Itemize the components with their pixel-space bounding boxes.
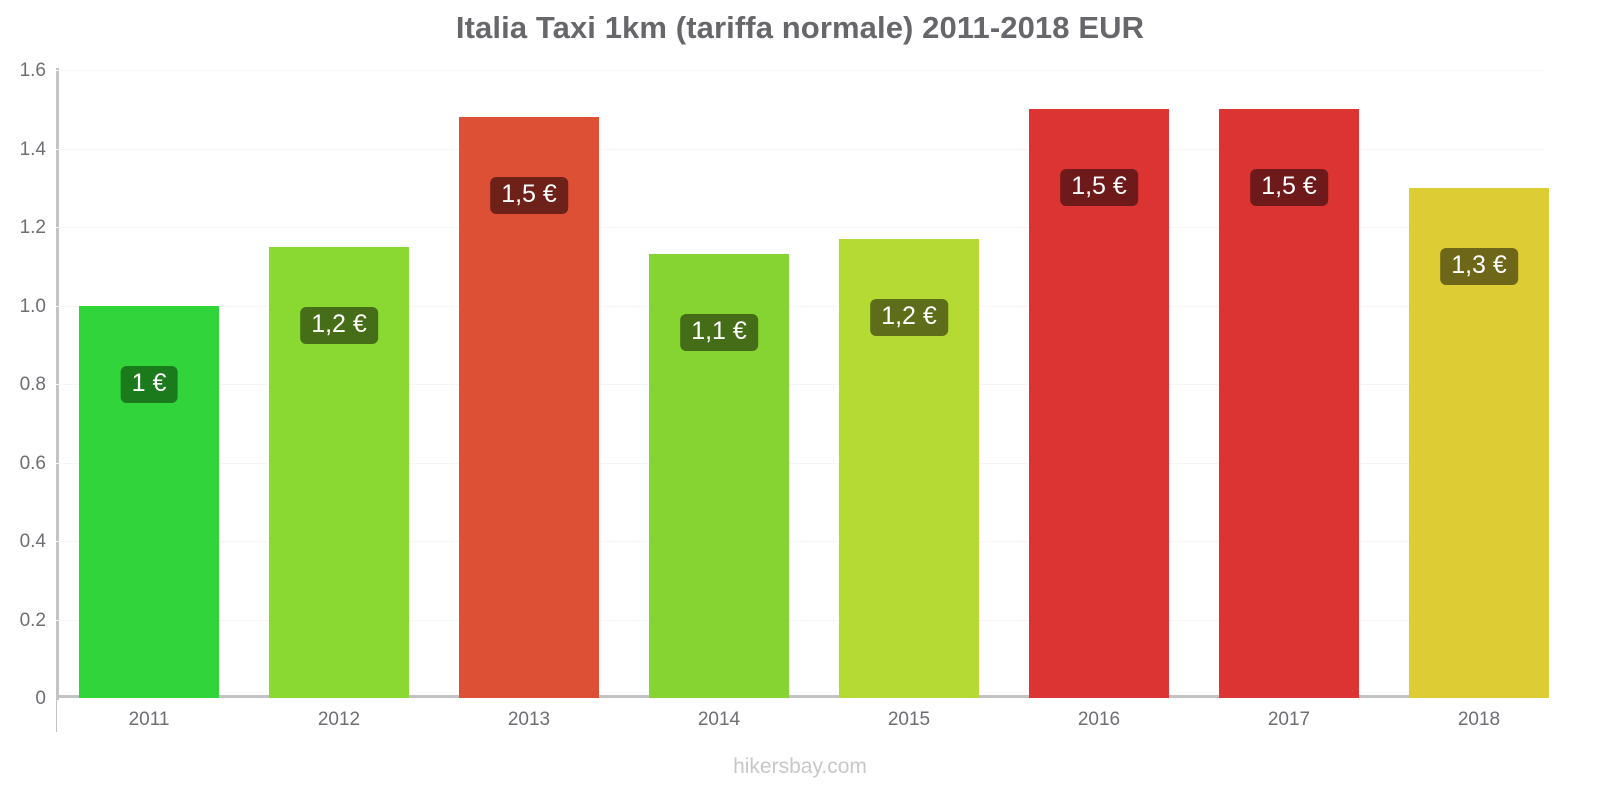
bar[interactable]: 1,1 € — [649, 254, 789, 698]
page-title: Italia Taxi 1km (tariffa normale) 2011-2… — [455, 10, 1145, 45]
gridline — [56, 462, 1544, 464]
bar[interactable]: 1,5 € — [1219, 109, 1359, 698]
bar-value-label: 1,2 € — [870, 298, 948, 336]
source-watermark: hikersbay.com — [733, 755, 867, 778]
y-axis-tick-label: 1.4 — [19, 138, 46, 160]
y-axis-tick-label: 1.6 — [19, 60, 46, 81]
bar-value-label: 1,5 € — [1250, 169, 1328, 207]
gridline — [56, 384, 1544, 385]
x-axis-tick-label: 2012 — [317, 709, 361, 730]
x-axis-tick-label: 2016 — [1077, 709, 1121, 730]
x-axis-tick-label: 2013 — [507, 709, 551, 730]
bar[interactable]: 1,2 € — [839, 238, 979, 698]
y-axis-tick-label: 1.2 — [19, 217, 46, 238]
x-axis-tick-label: 2015 — [887, 709, 931, 730]
gridline — [56, 305, 1544, 307]
gridline — [56, 541, 1544, 542]
bar-value-label: 1,1 € — [680, 314, 758, 352]
bar[interactable]: 1,5 € — [459, 117, 599, 698]
y-axis-tick-label: 0.2 — [19, 609, 46, 631]
gridline — [56, 619, 1544, 621]
bar[interactable]: 1 € — [79, 305, 219, 698]
y-axis-tick-label: 0.8 — [19, 374, 46, 395]
x-axis-tick-label: 2018 — [1457, 709, 1501, 730]
bar[interactable]: 1,2 € — [269, 246, 409, 698]
bar-value-label: 1 € — [120, 365, 178, 403]
x-axis-line — [56, 695, 1544, 698]
y-axis-tick-label: 0.4 — [19, 531, 46, 552]
x-axis-tick-label: 2017 — [1267, 709, 1311, 730]
bar-value-label: 1,3 € — [1440, 247, 1518, 285]
origin-tick — [56, 698, 57, 732]
plot-area: 1 € 1,2 € 1,5 € 1,1 € 1,2 € 1,5 € 1,5 € 1,3 € — [56, 70, 1549, 698]
bar[interactable]: 1,3 € — [1409, 187, 1549, 698]
gridline — [56, 227, 1544, 228]
gridline — [56, 148, 1544, 150]
gridline — [56, 70, 1544, 71]
bar-value-label: 1,5 € — [490, 177, 568, 215]
y-axis-tick-label: 0.6 — [19, 452, 46, 474]
y-axis-tick-label: 0 — [35, 688, 46, 709]
x-axis-tick-label: 2011 — [128, 709, 170, 730]
bar[interactable]: 1,5 € — [1029, 109, 1169, 698]
bar-value-label: 1,5 € — [1060, 169, 1138, 207]
y-axis-tick-label: 1.0 — [19, 295, 46, 317]
bar-value-label: 1,2 € — [300, 306, 378, 344]
x-axis-tick-label: 2014 — [697, 709, 741, 730]
